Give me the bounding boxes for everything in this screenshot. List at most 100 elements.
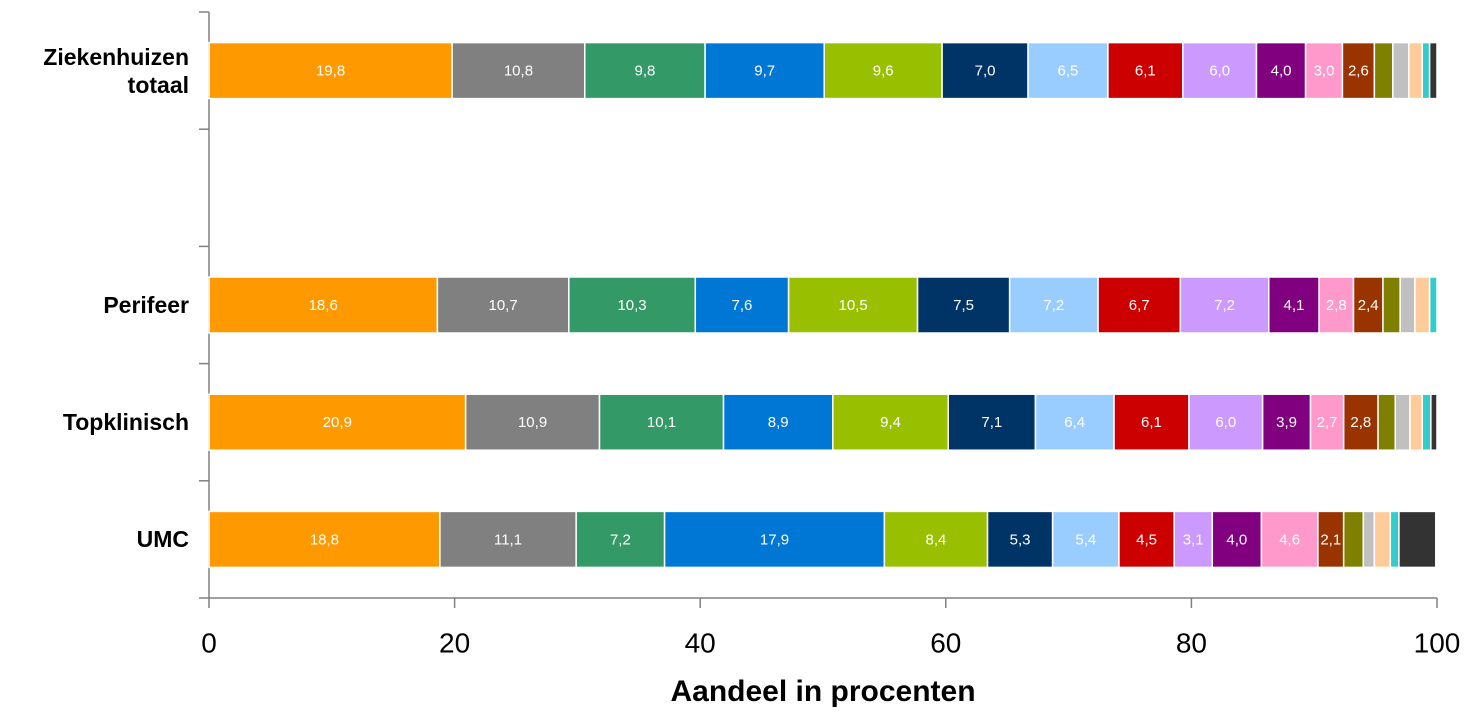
bar-segment — [1118, 510, 1175, 569]
bar-segment — [1398, 510, 1437, 569]
value-label: 3,1 — [1183, 531, 1204, 548]
bar-segment — [436, 276, 570, 334]
bar-segment — [1342, 510, 1365, 569]
value-label: 2,6 — [1348, 63, 1369, 80]
bar-segment — [208, 393, 467, 451]
bar-segment — [1309, 393, 1345, 451]
value-label: 7,0 — [975, 63, 996, 80]
value-label: 2,7 — [1317, 414, 1338, 431]
value-label: 2,1 — [1320, 531, 1341, 548]
value-label: 20,9 — [323, 414, 352, 431]
bar-segment — [1173, 510, 1214, 569]
bar-segment — [1392, 41, 1410, 100]
bar-segment — [1113, 393, 1190, 451]
value-label: 8,9 — [768, 414, 789, 431]
value-label: 6,7 — [1129, 297, 1150, 314]
bar-segment — [1304, 41, 1344, 100]
category-label: Ziekenhuizen totaal — [43, 43, 189, 98]
bar-segment — [1373, 41, 1394, 100]
bar-segment — [1179, 276, 1270, 334]
value-label: 9,7 — [754, 63, 775, 80]
x-axis-label: Aandeel in procenten — [670, 675, 975, 708]
value-label: 3,9 — [1276, 414, 1297, 431]
value-label: 2,8 — [1350, 414, 1371, 431]
value-label: 10,7 — [489, 297, 518, 314]
bar-segment — [568, 276, 697, 334]
bar-segment — [1421, 41, 1431, 100]
bar-segment — [1027, 41, 1109, 100]
bar-segment — [1394, 393, 1411, 451]
bar-segment — [694, 276, 790, 334]
bar-segment — [1421, 393, 1432, 451]
bar-segment — [787, 276, 919, 334]
bar-segment — [1414, 276, 1431, 334]
value-label: 9,8 — [635, 63, 656, 80]
value-label: 7,2 — [610, 531, 631, 548]
value-label: 6,4 — [1064, 414, 1085, 431]
bar-segment — [832, 393, 950, 451]
x-tick-label: 20 — [439, 627, 470, 658]
category-label: Topklinisch — [62, 409, 189, 436]
bar-segment — [1261, 393, 1312, 451]
value-label: 8,4 — [926, 531, 947, 548]
bar-segment — [1341, 41, 1376, 100]
value-label: 7,2 — [1214, 297, 1235, 314]
value-label: 9,4 — [880, 414, 901, 431]
value-label: 10,5 — [838, 297, 867, 314]
bar-segment — [1409, 393, 1424, 451]
bar-segment — [916, 276, 1011, 334]
value-label: 4,1 — [1284, 297, 1305, 314]
bar-segment — [1211, 510, 1263, 569]
value-label: 4,6 — [1279, 531, 1300, 548]
bar-segment — [1377, 393, 1396, 451]
bar-segment — [1097, 276, 1182, 334]
bar-segment — [1408, 41, 1424, 100]
x-tick-label: 80 — [1176, 627, 1207, 658]
bar-segment — [1317, 510, 1345, 569]
value-label: 6,0 — [1215, 414, 1236, 431]
bar-segment — [941, 41, 1029, 100]
value-label: 7,6 — [732, 297, 753, 314]
bar-segment — [1428, 276, 1438, 334]
value-label: 7,5 — [953, 297, 974, 314]
bar-segment — [947, 393, 1037, 451]
bar-segment — [1362, 510, 1376, 569]
value-label: 4,5 — [1136, 531, 1157, 548]
value-label: 18,6 — [309, 297, 338, 314]
value-label: 7,1 — [981, 414, 1002, 431]
value-label: 6,5 — [1058, 63, 1079, 80]
value-label: 17,9 — [760, 531, 789, 548]
value-label: 10,3 — [617, 297, 646, 314]
x-tick-label: 60 — [930, 627, 961, 658]
category-label: Perifeer — [103, 292, 189, 318]
value-label: 11,1 — [494, 531, 522, 548]
bar-segment — [722, 393, 834, 451]
value-label: 19,8 — [316, 63, 345, 80]
bar-segment — [1188, 393, 1264, 451]
value-label: 18,8 — [310, 531, 339, 548]
bar-segment — [208, 510, 441, 569]
bar-segment — [584, 41, 706, 100]
bar-segment — [1107, 41, 1184, 100]
value-label: 9,6 — [873, 63, 894, 80]
bar-segment — [1428, 41, 1438, 100]
value-label: 10,8 — [504, 63, 533, 80]
bar-segment — [1430, 393, 1438, 451]
value-label: 5,3 — [1010, 531, 1031, 548]
bar-segment — [1255, 41, 1307, 100]
value-label: 4,0 — [1271, 63, 1292, 80]
value-label: 3,0 — [1314, 63, 1335, 80]
bar-segment — [1318, 276, 1355, 334]
value-label: 10,1 — [647, 414, 676, 431]
value-label: 6,0 — [1209, 63, 1230, 80]
bar-segment — [1034, 393, 1115, 451]
bar-segment — [464, 393, 601, 451]
bar-segment — [598, 393, 725, 451]
value-label: 2,8 — [1326, 297, 1347, 314]
x-tick-label: 100 — [1414, 627, 1461, 658]
value-label: 2,4 — [1358, 297, 1379, 314]
bar-segment — [1399, 276, 1416, 334]
value-label: 4,0 — [1226, 531, 1247, 548]
